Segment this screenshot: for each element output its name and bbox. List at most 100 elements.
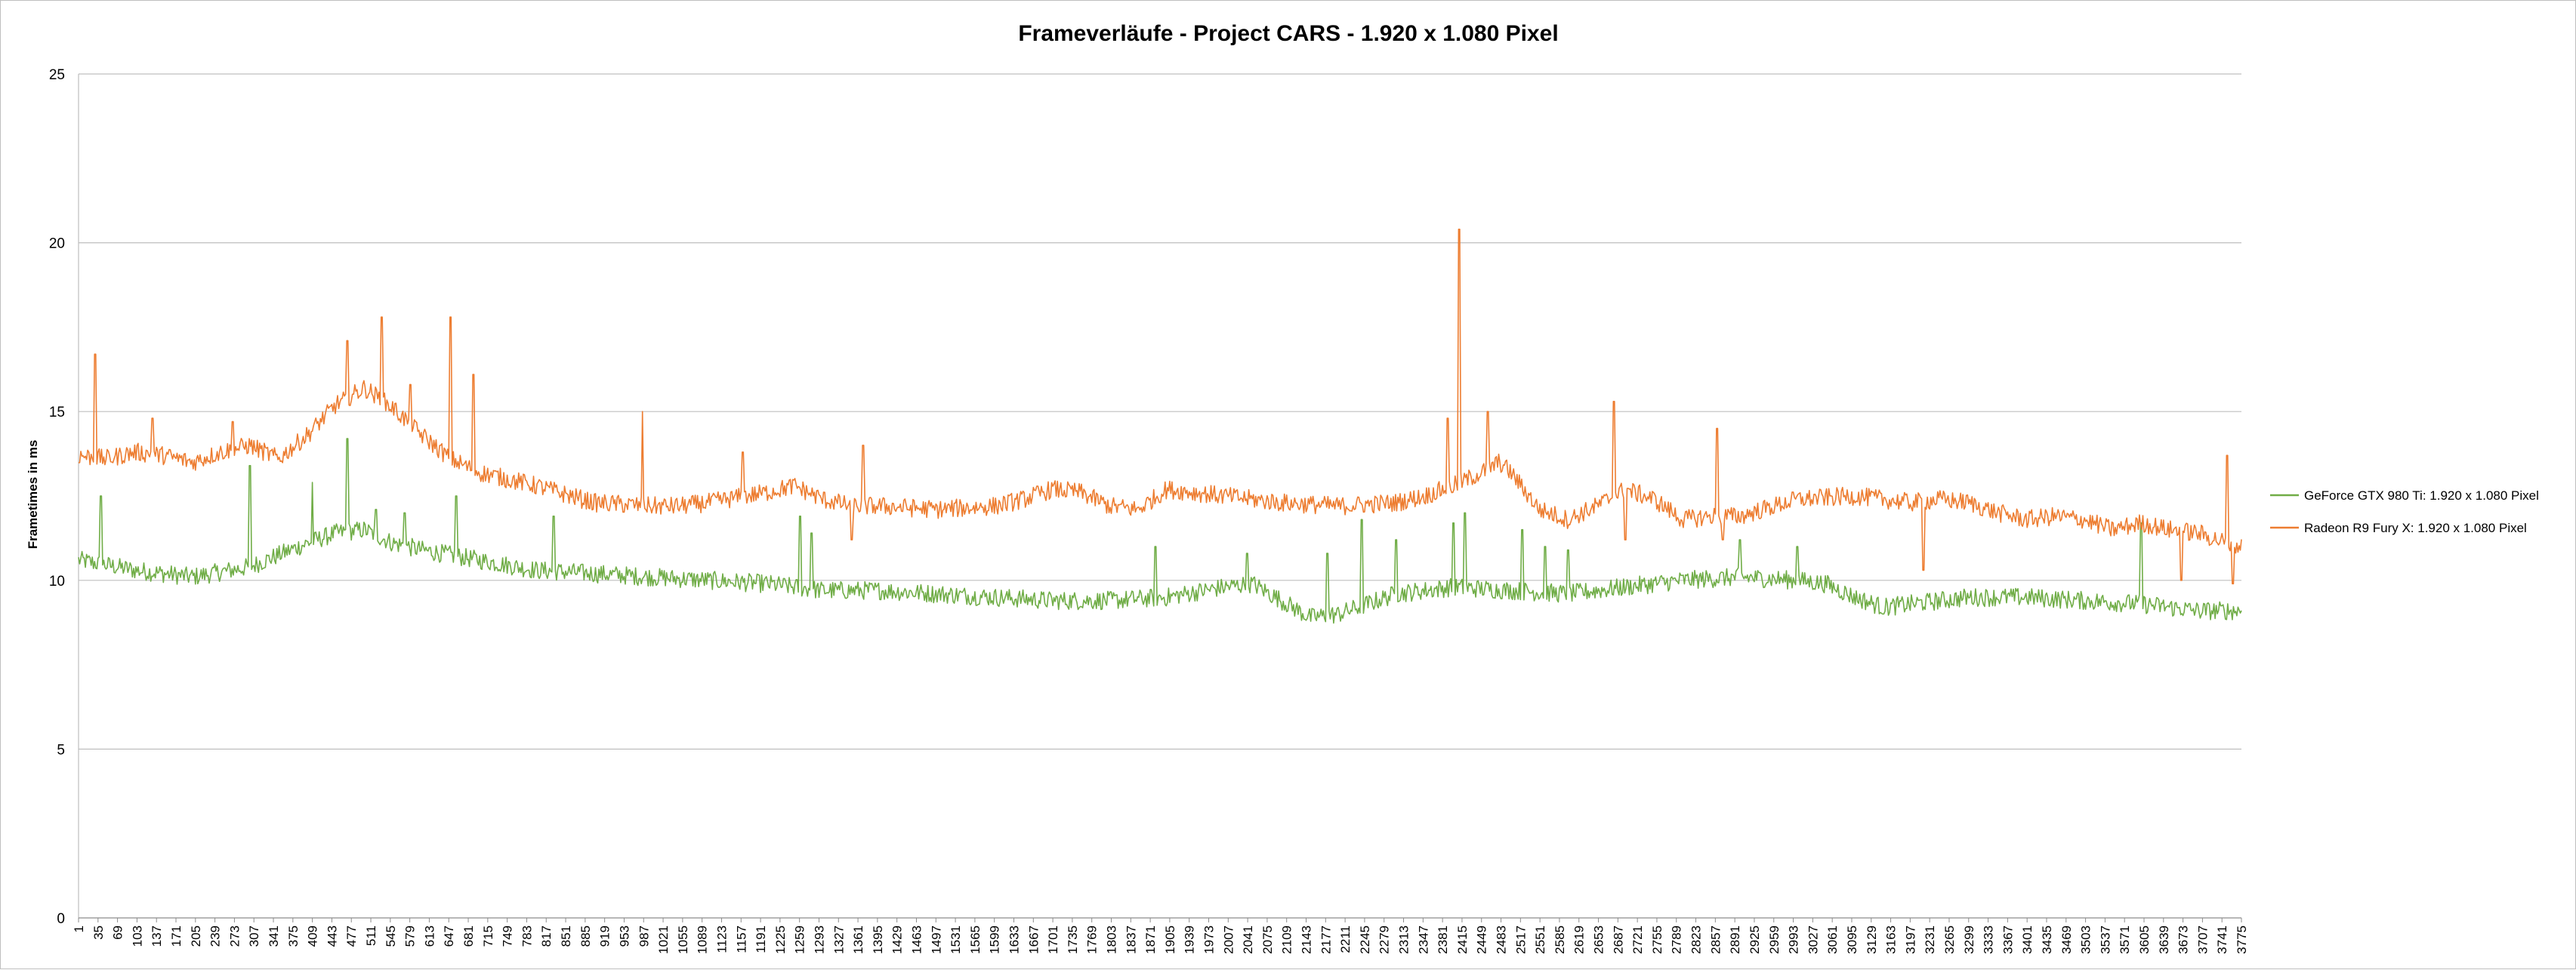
x-tick-label: 1735 [1066, 925, 1080, 954]
x-tick-label: 953 [617, 925, 631, 947]
x-tick-label: 3231 [1923, 925, 1937, 954]
x-tick-label: 3163 [1884, 925, 1899, 954]
x-tick-label: 613 [422, 925, 437, 947]
x-tick-label: 3435 [2040, 925, 2054, 954]
x-tick-label: 3299 [1962, 925, 1976, 954]
x-tick-label: 919 [598, 925, 612, 947]
x-tick-label: 1225 [773, 925, 788, 954]
x-tick-label: 1021 [656, 925, 671, 954]
x-tick-label: 2517 [1513, 925, 1528, 954]
x-tick-label: 1599 [988, 925, 1002, 954]
x-tick-label: 2211 [1338, 925, 1353, 953]
legend-label: Radeon R9 Fury X: 1.920 x 1.080 Pixel [2304, 521, 2527, 535]
x-tick-label: 2177 [1319, 925, 1333, 954]
x-tick-label: 987 [637, 925, 651, 947]
x-tick-label: 3367 [2001, 925, 2015, 954]
x-tick-label: 375 [286, 925, 301, 947]
x-tick-label: 3707 [2195, 925, 2210, 954]
x-tick-label: 3537 [2098, 925, 2112, 954]
y-axis-ticks: 0 5 10 15 20 25 [49, 67, 65, 927]
x-tick-label: 3333 [1982, 925, 1996, 954]
y-axis-label: Frametimes in ms [26, 440, 40, 550]
x-tick-label: 2721 [1630, 925, 1645, 954]
x-tick-label: 749 [501, 925, 515, 947]
x-tick-label: 2925 [1748, 925, 1762, 954]
x-tick-label: 1633 [1007, 925, 1021, 954]
x-tick-label: 1973 [1202, 925, 1217, 954]
x-tick-label: 69 [111, 925, 125, 940]
x-tick-label: 3673 [2176, 925, 2191, 954]
x-tick-label: 443 [325, 925, 339, 947]
x-tick-label: 2959 [1767, 925, 1782, 954]
x-tick-label: 2143 [1300, 925, 1314, 954]
x-tick-label: 341 [267, 925, 281, 947]
x-tick-label: 2755 [1650, 925, 1664, 954]
x-tick-label: 35 [91, 925, 106, 940]
x-tick-label: 1429 [890, 925, 905, 954]
y-tick-label: 0 [57, 911, 65, 927]
x-tick-label: 3265 [1942, 925, 1957, 954]
x-tick-label: 2381 [1436, 925, 1450, 954]
x-tick-label: 2993 [1787, 925, 1801, 954]
series-line-radeon [78, 228, 2242, 585]
x-tick-label: 3401 [2020, 925, 2035, 954]
x-tick-label: 1871 [1143, 925, 1158, 954]
x-tick-label: 3197 [1903, 925, 1917, 954]
x-tick-label: 1531 [949, 925, 963, 954]
x-tick-label: 2449 [1475, 925, 1489, 954]
x-tick-label: 2007 [1221, 925, 1236, 954]
x-tick-label: 1701 [1046, 925, 1060, 954]
x-tick-label: 1463 [909, 925, 924, 954]
x-tick-label: 2313 [1397, 925, 1411, 954]
x-tick-label: 273 [227, 925, 242, 947]
x-tick-label: 2075 [1260, 925, 1275, 954]
x-tick-label: 1191 [754, 925, 768, 953]
x-tick-label: 2891 [1728, 925, 1742, 954]
x-tick-label: 307 [247, 925, 261, 947]
x-tick-label: 2483 [1495, 925, 1509, 954]
x-tick-label: 137 [150, 925, 164, 947]
x-tick-label: 3775 [2235, 925, 2249, 954]
x-tick-label: 2415 [1455, 925, 1470, 954]
x-tick-label: 2245 [1358, 925, 1372, 954]
gridlines [79, 73, 2241, 750]
x-tick-label: 3027 [1806, 925, 1820, 954]
x-tick-label: 3095 [1845, 925, 1859, 954]
x-tick-label: 1667 [1026, 925, 1041, 954]
x-tick-label: 1 [72, 925, 86, 932]
series-line-geforce [78, 438, 2242, 624]
x-tick-label: 477 [344, 925, 359, 947]
x-tick-label: 681 [461, 925, 476, 947]
x-tick-label: 409 [306, 925, 320, 947]
chart-title: Frameverläufe - Project CARS - 1.920 x 1… [1018, 21, 1558, 46]
y-tick-label: 25 [49, 67, 65, 83]
x-tick-label: 3129 [1865, 925, 1879, 954]
x-tick-label: 2687 [1611, 925, 1625, 954]
x-tick-label: 783 [520, 925, 534, 947]
x-tick-label: 1157 [734, 925, 748, 953]
x-tick-label: 2551 [1533, 925, 1547, 954]
x-tick-label: 2347 [1416, 925, 1430, 954]
x-tick-label: 1395 [871, 925, 885, 954]
x-tick-label: 3571 [2118, 925, 2132, 954]
x-tick-label: 1327 [831, 925, 846, 954]
x-tick-label: 579 [403, 925, 418, 947]
x-tick-label: 817 [539, 925, 554, 947]
x-tick-label: 885 [578, 925, 593, 947]
x-tick-label: 3639 [2157, 925, 2171, 954]
x-axis: 1 35 69 103 137 171 205 239 273 307 341 375 409 443 47… [72, 74, 2249, 954]
x-tick-label: 2857 [1708, 925, 1723, 954]
x-tick-label: 3469 [2059, 925, 2074, 954]
x-tick-label: 2823 [1689, 925, 1704, 954]
x-tick-label: 2653 [1592, 925, 1606, 954]
x-tick-label: 2619 [1572, 925, 1587, 954]
x-tick-label: 1089 [696, 925, 710, 954]
x-tick-label: 1837 [1124, 925, 1138, 954]
series-layer [78, 228, 2242, 624]
legend: GeForce GTX 980 Ti: 1.920 x 1.080 Pixel R… [2270, 488, 2539, 535]
x-tick-label: 2279 [1377, 925, 1392, 954]
x-tick-label: 647 [442, 925, 456, 947]
x-tick-label: 1259 [793, 925, 807, 954]
